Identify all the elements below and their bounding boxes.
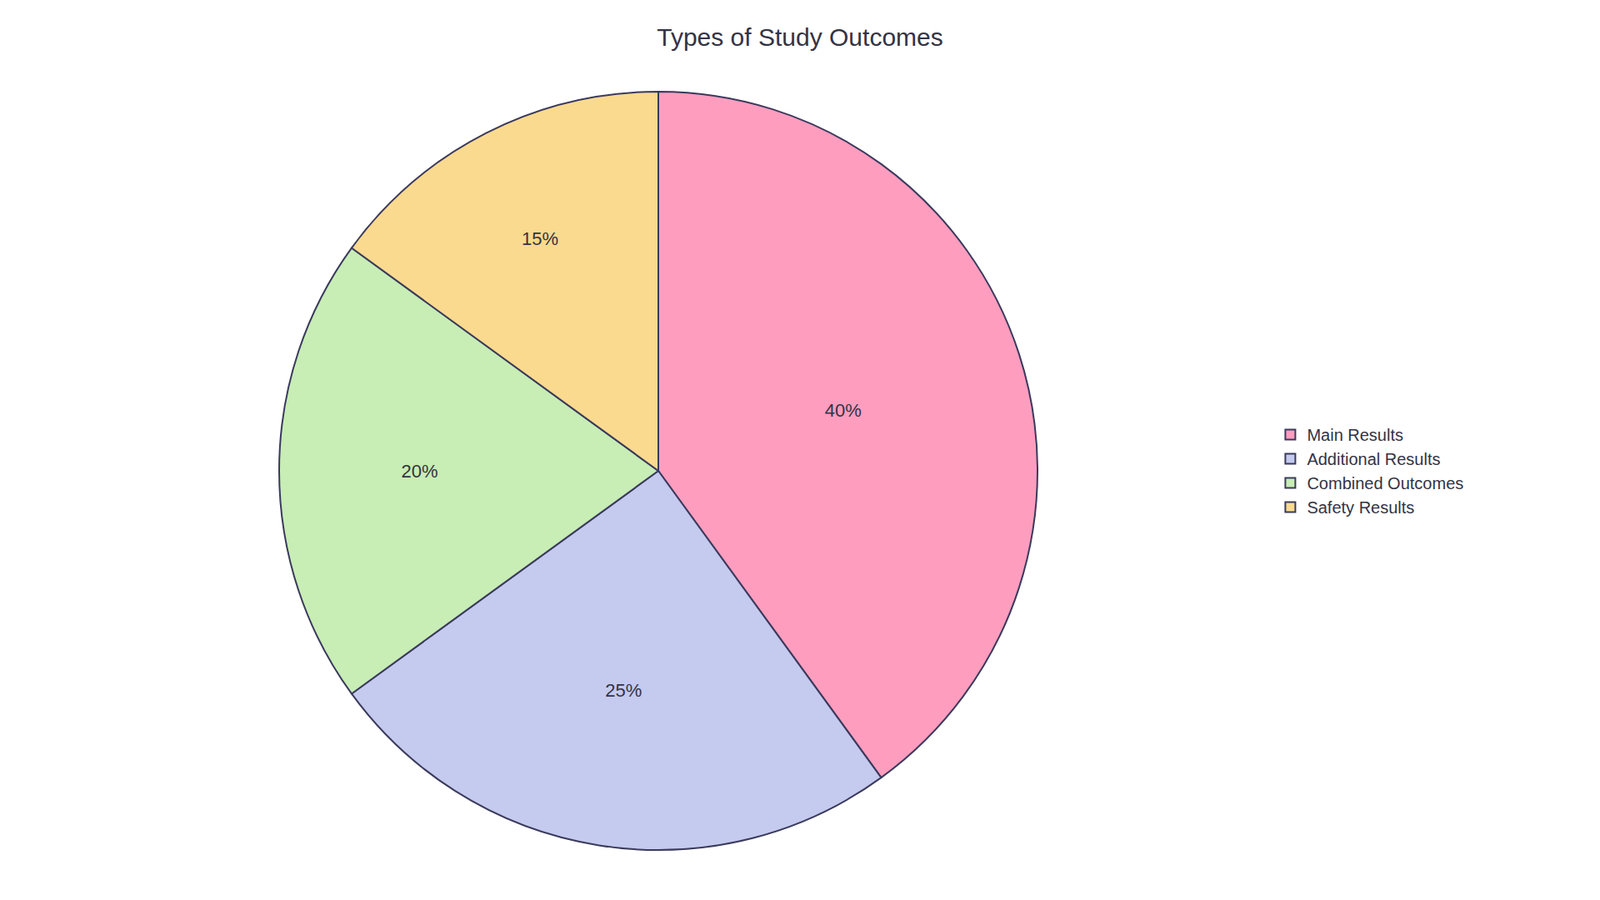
svg-text:15%: 15%	[521, 228, 559, 250]
svg-text:25%: 25%	[605, 680, 642, 701]
svg-text:Additional Results: Additional Results	[1306, 450, 1440, 469]
svg-text:Combined Outcomes: Combined Outcomes	[1306, 474, 1464, 493]
svg-text:40%: 40%	[825, 400, 862, 421]
svg-text:Types of Study Outcomes: Types of Study Outcomes	[656, 23, 944, 51]
svg-text:20%: 20%	[400, 460, 438, 482]
svg-text:Safety Results: Safety Results	[1306, 498, 1415, 517]
svg-text:Main Results: Main Results	[1306, 425, 1404, 445]
